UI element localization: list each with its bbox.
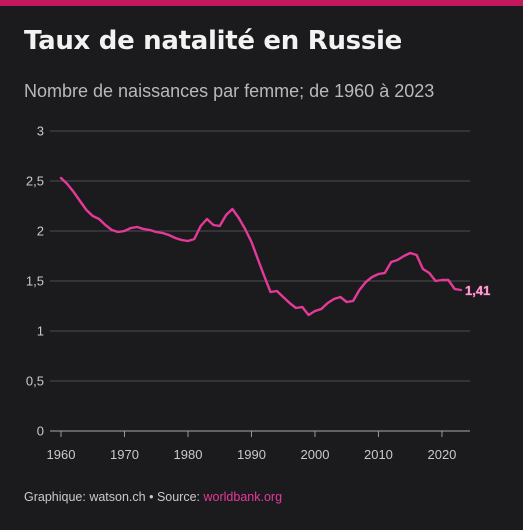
x-tick-label: 1970 bbox=[110, 447, 139, 462]
x-axis: 1960 1970 1980 1990 2000 2010 2020 bbox=[47, 431, 456, 462]
y-tick-label: 0,5 bbox=[26, 374, 44, 389]
y-tick-label: 0 bbox=[37, 424, 44, 439]
end-label-layer: 1,41 bbox=[465, 283, 491, 299]
footer: Graphique: watson.ch • Source: worldbank… bbox=[24, 490, 282, 504]
series-layer bbox=[59, 176, 463, 317]
y-tick-label: 3 bbox=[37, 124, 44, 139]
footer-separator: • bbox=[145, 490, 157, 504]
series-line bbox=[59, 176, 463, 317]
x-tick-label: 1990 bbox=[237, 447, 266, 462]
x-tick-label: 1960 bbox=[47, 447, 76, 462]
chart-subtitle: Nombre de naissances par femme; de 1960 … bbox=[24, 81, 435, 101]
source-link[interactable]: worldbank.org bbox=[203, 490, 283, 504]
x-tick-label: 1980 bbox=[174, 447, 203, 462]
x-tick-label: 2020 bbox=[427, 447, 456, 462]
y-tick-label: 1,5 bbox=[26, 274, 44, 289]
y-tick-label: 2,5 bbox=[26, 174, 44, 189]
footer-credit: Graphique: watson.ch bbox=[24, 490, 146, 504]
end-value-label: 1,41 bbox=[465, 283, 490, 298]
y-tick-label: 1 bbox=[37, 324, 44, 339]
footer-source-label: Source: bbox=[156, 490, 204, 504]
x-tick-label: 2010 bbox=[364, 447, 393, 462]
chart-title: Taux de natalité en Russie bbox=[24, 26, 402, 56]
y-axis: 0 0,5 1 1,5 2 2,5 3 bbox=[26, 124, 44, 439]
x-tick-label: 2000 bbox=[301, 447, 330, 462]
y-tick-label: 2 bbox=[37, 224, 44, 239]
line-chart: 0 0,5 1 1,5 2 2,5 3 1960 1970 1980 1990 2000 2010 20… bbox=[26, 124, 491, 463]
gridlines bbox=[50, 130, 470, 432]
brand-accent-bar bbox=[0, 0, 523, 6]
